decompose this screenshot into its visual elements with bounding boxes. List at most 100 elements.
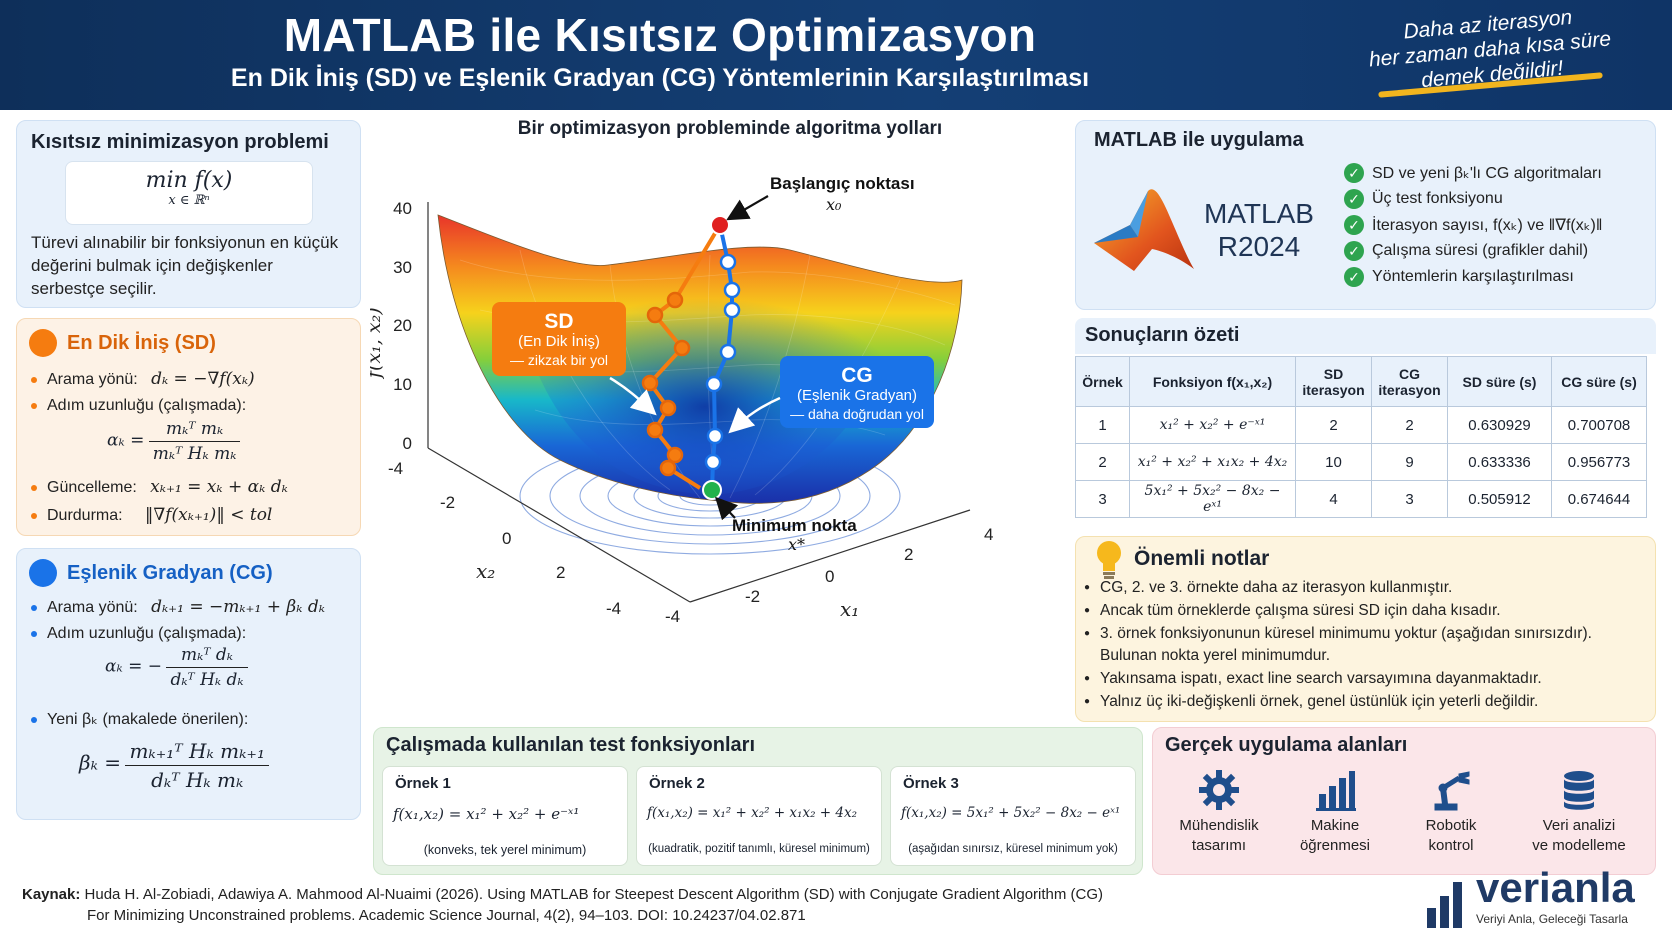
sd-iterate-5 — [659, 399, 677, 417]
x2-axis: -4 -2 0 2 — [388, 459, 565, 582]
cell-function: x₁² + x₂² + e⁻ˣ¹ — [1129, 406, 1296, 444]
cg-step-den: dₖᵀ Hₖ dₖ — [170, 670, 244, 690]
sd-stop: Durdurma: ‖∇f(xₖ₊₁)‖ < tol — [31, 505, 272, 525]
cg-beta-num: mₖ₊₁ᵀ Hₖ mₖ₊₁ — [125, 739, 269, 766]
cg-beta-den: dₖᵀ Hₖ mₖ — [151, 768, 244, 792]
problem-panel: Kısıtsız minimizasyon problemi min f(x) … — [16, 120, 361, 308]
cg-callout-box — [780, 356, 934, 428]
brand-logo-icon — [1427, 882, 1462, 928]
cg-iterate-7 — [704, 453, 722, 471]
apps-title: Gerçek uygulama alanları — [1165, 734, 1408, 756]
matlab-version: R2024 — [1217, 231, 1301, 262]
x2-tick-m2: -2 — [440, 493, 455, 512]
test-card-formula: f(x₁,x₂) = 5x₁² + 5x₂² − 8x₂ − eˣ¹ — [901, 805, 1121, 821]
matlab-item-text: Çalışma süresi (grafikler dahil) — [1372, 242, 1589, 259]
test-card-formula: f(x₁,x₂) = x₁² + x₂² + x₁x₂ + 4x₂ — [647, 805, 857, 821]
cell-sd-iter: 4 — [1295, 480, 1372, 518]
cg-step: Adım uzunluğu (çalışmada): — [31, 625, 246, 643]
cg-dot-icon — [29, 559, 57, 587]
sd-direction: Arama yönü: dₖ = −∇f(xₖ) — [31, 369, 255, 389]
table-row: 2 x₁² + x₂² + x₁x₂ + 4x₂ 10 9 0.633336 0… — [1075, 443, 1647, 481]
robot-arm-icon — [1434, 771, 1470, 811]
note-item-5: Yalnız üç iki-değişkenli örnek, genel üs… — [1084, 691, 1648, 713]
x1-axis-label: x₁ — [840, 597, 859, 621]
matlab-item-4: ✓ Çalışma süresi (grafikler dahil) — [1344, 241, 1588, 261]
sd-step-den: mₖᵀ Hₖ mₖ — [152, 444, 237, 464]
cg-step-lhs: αₖ = − — [105, 656, 162, 677]
cell-cg-time: 0.956773 — [1551, 443, 1647, 481]
z-axis: 40 30 20 10 0 — [393, 199, 412, 453]
test-card-title: Örnek 3 — [903, 775, 959, 792]
cg-direction: Arama yönü: dₖ₊₁ = −mₖ₊₁ + βₖ dₖ — [31, 597, 325, 617]
cg-iterate-1 — [719, 253, 737, 271]
matlab-item-5: ✓ Yöntemlerin karşılaştırılması — [1344, 267, 1574, 287]
cg-step-num: mₖᵀ dₖ — [166, 645, 248, 668]
surface-plot: Başlangıç noktası x₀ Minimum nokta x* SD… — [370, 174, 993, 626]
source-citation: Kaynak: Huda H. Al-Zobiadi, Adawiya A. M… — [22, 884, 1103, 926]
sd-callout-desc: — zikzak bir yol — [510, 352, 608, 368]
cg-panel: Eşlenik Gradyan (CG) Arama yönü: dₖ₊₁ = … — [16, 548, 361, 820]
x2-tick-2: 2 — [556, 563, 565, 582]
test-card-3: Örnek 3 f(x₁,x₂) = 5x₁² + 5x₂² − 8x₂ − e… — [890, 766, 1136, 866]
x1-tick-4: 4 — [984, 525, 993, 544]
cell-cg-iter: 2 — [1371, 406, 1448, 444]
cell-cg-time: 0.674644 — [1551, 480, 1647, 518]
cg-callout-sub: (Eşlenik Gradyan) — [797, 387, 917, 404]
z-tick-20: 20 — [393, 316, 412, 335]
table-header-row: Örnek Fonksiyon f(x₁,x₂) SD iterasyon CG… — [1075, 356, 1647, 407]
sd-iterate-4 — [641, 374, 659, 392]
sd-direction-formula: dₖ = −∇f(xₖ) — [151, 369, 255, 389]
z-tick-10: 10 — [393, 375, 412, 394]
app-ml: Makine öğrenmesi — [1277, 768, 1393, 856]
matlab-item-3: ✓ İterasyon sayısı, f(xₖ) ve ‖∇f(xₖ)‖ — [1344, 215, 1602, 235]
sd-callout-title: SD — [544, 310, 573, 333]
sd-step: Adım uzunluğu (çalışmada): — [31, 397, 246, 415]
z-tick-40: 40 — [393, 199, 412, 218]
app-label-2: kontrol — [1428, 837, 1474, 854]
objective-top: min f(x) — [145, 168, 233, 193]
note-item-2: Ancak tüm örneklerde çalışma süresi SD i… — [1084, 600, 1648, 622]
z-axis-label: f(x₁, x₂) — [370, 307, 385, 380]
database-icon — [1564, 771, 1594, 810]
z-tick-0: 0 — [403, 434, 412, 453]
header-banner: MATLAB ile Kısıtsız Optimizasyon En Dik … — [0, 0, 1672, 110]
sd-step-formula: αₖ = mₖᵀ mₖ mₖᵀ Hₖ mₖ — [107, 419, 241, 464]
matlab-item-text: SD ve yeni βₖ'lı CG algoritmaları — [1372, 165, 1602, 182]
cg-header: Eşlenik Gradyan (CG) — [29, 559, 273, 587]
col-cg-time: CG süre (s) — [1551, 356, 1647, 407]
cell-cg-iter: 9 — [1371, 443, 1448, 481]
check-icon: ✓ — [1344, 267, 1364, 287]
cg-iterate-5 — [705, 375, 723, 393]
results-panel: Sonuçların özeti Örnek Fonksiyon f(x₁,x₂… — [1075, 318, 1656, 528]
sd-iterate-1 — [666, 291, 684, 309]
sd-update: Güncelleme: xₖ₊₁ = xₖ + αₖ dₖ — [31, 477, 288, 497]
cg-title: Eşlenik Gradyan (CG) — [67, 561, 273, 584]
cg-direction-label: Arama yönü: — [47, 599, 138, 616]
cell-sd-time: 0.505912 — [1447, 480, 1552, 518]
cell-sd-iter: 2 — [1295, 406, 1372, 444]
test-card-1: Örnek 1 f(x₁,x₂) = x₁² + x₂² + e⁻ˣ¹ (kon… — [382, 766, 628, 866]
results-table: Örnek Fonksiyon f(x₁,x₂) SD iterasyon CG… — [1075, 356, 1647, 518]
cg-step-formula: αₖ = − mₖᵀ dₖ dₖᵀ Hₖ dₖ — [105, 645, 248, 690]
app-label-1: Makine — [1310, 817, 1360, 834]
objective-formula: min f(x) x ∈ ℝⁿ — [65, 161, 313, 225]
objective-bottom: x ∈ ℝⁿ — [168, 193, 210, 208]
tests-title: Çalışmada kullanılan test fonksiyonları — [386, 734, 756, 756]
x1-axis: -4 -2 0 2 4 — [665, 525, 993, 626]
cg-iterate-4 — [719, 343, 737, 361]
results-header-bar — [1075, 318, 1656, 354]
gear-icon — [1199, 770, 1239, 810]
x1-tick-2: 2 — [904, 545, 913, 564]
sd-panel: En Dik İniş (SD) Arama yönü: dₖ = −∇f(xₖ… — [16, 318, 361, 536]
cg-iterate-6 — [706, 427, 724, 445]
cg-beta-formula: βₖ = mₖ₊₁ᵀ Hₖ mₖ₊₁ dₖᵀ Hₖ mₖ — [79, 739, 269, 792]
axes-frame — [427, 202, 971, 603]
sd-step-num: mₖᵀ mₖ — [148, 419, 241, 442]
sd-iterate-3 — [673, 339, 691, 357]
notes-panel: Önemli notlar CG, 2. ve 3. örnekte daha … — [1075, 536, 1656, 722]
page-subtitle: En Dik İniş (SD) ve Eşlenik Gradyan (CG)… — [230, 64, 1090, 92]
x1-tick-m2: -2 — [745, 587, 760, 606]
table-row: 1 x₁² + x₂² + e⁻ˣ¹ 2 2 0.630929 0.700708 — [1075, 406, 1647, 444]
x2-tick-0: 0 — [502, 529, 511, 548]
cg-direction-formula: dₖ₊₁ = −mₖ₊₁ + βₖ dₖ — [151, 597, 325, 617]
